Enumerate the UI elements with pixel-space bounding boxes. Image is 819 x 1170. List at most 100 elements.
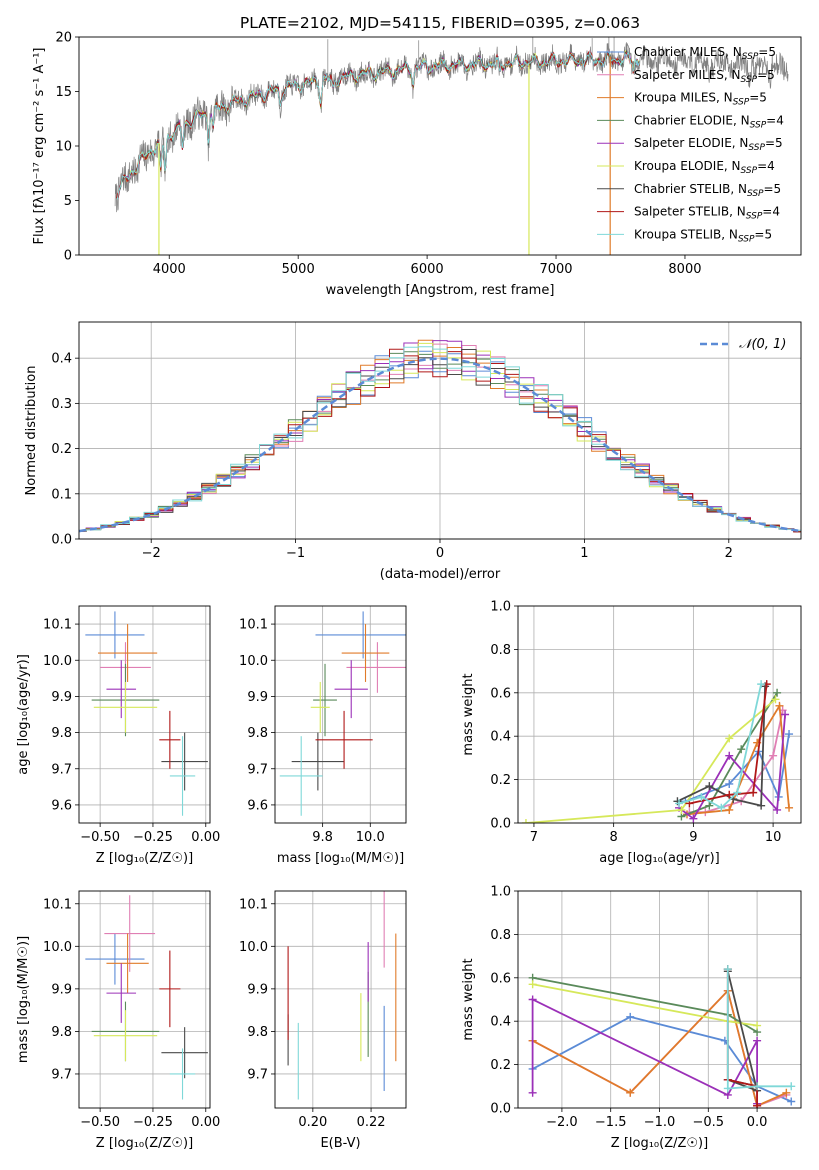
- y-tick-label: 9.7: [247, 1067, 268, 1082]
- panel-mass-vs-Z: −0.50 −0.25 0.00 9.7 9.8 9.9 10.0 10.1 Z [log₁₀(…: [16, 890, 220, 1151]
- weight-marker: [521, 819, 530, 823]
- weight-line: [525, 698, 777, 823]
- x-tick-label: 8: [610, 830, 618, 845]
- y-tick-label: 1.0: [490, 600, 511, 615]
- weight-marker: [725, 790, 734, 799]
- weight-marker: [697, 792, 706, 801]
- errorbar-point-chabrier-miles: [315, 611, 406, 659]
- y-tick-label: 0.4: [490, 1015, 511, 1030]
- weight-marker: [787, 1097, 796, 1106]
- errorbar-point-kroupa-elodie: [93, 681, 158, 733]
- x-tick-label: 1: [580, 546, 588, 561]
- residual-legend: 𝒩(0, 1): [700, 337, 786, 352]
- weight-marker: [528, 995, 537, 1004]
- x-tick-label: 9.8: [312, 830, 333, 845]
- y-tick-label: 10.1: [239, 897, 268, 912]
- y-axis-label: mass weight: [461, 958, 476, 1040]
- errorbar-point-kroupa-stelib: [169, 736, 196, 816]
- weight-marker: [725, 751, 734, 760]
- legend-label: Chabrier STELIB, NSSP=5: [634, 182, 781, 199]
- y-tick-label: 10.0: [43, 940, 72, 955]
- y-tick-label: 10.0: [43, 654, 72, 669]
- weight-marker: [725, 805, 734, 814]
- axes: −0.50 −0.25 0.00 9.6 9.7 9.8 9.9 10.0 10.1 Z [log…: [16, 605, 220, 866]
- panel-mass-vs-EBV: 0.20 0.22 9.7 9.8 9.9 10.0 10.1 E(B-V): [239, 890, 407, 1151]
- y-tick-label: 20: [55, 31, 72, 46]
- x-axis-label: E(B-V): [320, 1136, 360, 1151]
- legend-label: Kroupa STELIB, NSSP=5: [634, 227, 772, 244]
- plot-area: [287, 891, 397, 1100]
- weight-series-kroupa-elodie: [528, 980, 762, 1030]
- y-tick-label: 9.7: [247, 762, 268, 777]
- y-tick-label: 9.9: [247, 982, 268, 997]
- y-axis-label: Flux [fλ10⁻¹⁷ erg cm⁻² s⁻¹ A⁻¹]: [32, 48, 47, 245]
- panel-age-vs-mass: 9.8 10.0 9.6 9.7 9.8 9.9 10.0 10.1 mass [log₁₀(M…: [239, 605, 407, 866]
- axes: 7 8 9 10 0.0 0.2 0.4 0.6 0.8 1.0 age [log₁₀(age/yr…: [461, 600, 802, 866]
- x-tick-label: 7: [530, 830, 538, 845]
- y-tick-label: 0.1: [51, 487, 72, 502]
- x-axis-label: Z [log₁₀(Z/Z☉)]: [611, 1136, 708, 1151]
- x-tick-label: −0.50: [80, 1115, 120, 1130]
- observed-spectrum-line: [114, 42, 789, 213]
- weight-marker: [749, 788, 758, 797]
- gridlines: [79, 891, 210, 1108]
- y-tick-label: 0.0: [490, 1102, 511, 1117]
- y-tick-label: 0.2: [490, 773, 511, 788]
- legend-label: Salpeter STELIB, NSSP=4: [634, 205, 780, 222]
- plot-area: [85, 895, 208, 1100]
- legend-label: Kroupa ELODIE, NSSP=4: [634, 159, 775, 176]
- errorbar-point-kroupa-stelib: [279, 736, 323, 816]
- weight-marker: [725, 734, 734, 743]
- y-tick-label: 0.8: [490, 643, 511, 658]
- axes-frame: [517, 890, 802, 1109]
- weight-marker: [689, 814, 698, 823]
- weight-marker: [773, 805, 782, 814]
- x-axis-label: mass [log₁₀(M/M☉)]: [277, 851, 404, 866]
- weight-marker: [677, 805, 686, 814]
- y-axis-label: mass [log₁₀(M/M☉)]: [16, 936, 31, 1063]
- panel-weight-vs-age: 7 8 9 10 0.0 0.2 0.4 0.6 0.8 1.0 age [log₁₀(age/yr…: [461, 600, 802, 866]
- weight-marker: [773, 688, 782, 697]
- x-tick-label: 0: [436, 546, 444, 561]
- gridlines: [275, 891, 406, 1108]
- weight-series-chabrier-stelib: [673, 682, 770, 810]
- axes-frame: [78, 890, 211, 1109]
- errorbar-point-salpeter-miles: [104, 895, 156, 972]
- panel-age-vs-Z: −0.50 −0.25 0.00 9.6 9.7 9.8 9.9 10.0 10.1 Z [log…: [16, 605, 220, 866]
- normal-reference-curve: [79, 357, 801, 533]
- y-tick-label: 9.6: [247, 798, 268, 813]
- weight-series-kroupa-stelib: [675, 680, 766, 812]
- legend-label: Salpeter ELODIE, NSSP=5: [634, 136, 783, 153]
- legend-label: 𝒩(0, 1): [739, 337, 786, 352]
- weight-marker: [753, 1036, 762, 1045]
- y-tick-label: 0.6: [490, 971, 511, 986]
- y-tick-label: 0.8: [490, 928, 511, 943]
- weight-series-salpeter-stelib: [685, 680, 771, 808]
- axes-frame: [78, 605, 211, 824]
- axes: −0.50 −0.25 0.00 9.7 9.8 9.9 10.0 10.1 Z [log₁₀(…: [16, 890, 220, 1151]
- errorbar-point-chabrier-stelib: [161, 1027, 208, 1079]
- y-tick-label: 9.8: [247, 1025, 268, 1040]
- weight-marker: [753, 1082, 762, 1091]
- y-tick-label: 9.7: [51, 762, 72, 777]
- weight-marker: [785, 730, 794, 739]
- x-axis-label: Z [log₁₀(Z/Z☉)]: [96, 851, 193, 866]
- panel-spectrum: 4000 5000 6000 7000 8000 0 5 10 15 20 wavelength […: [32, 31, 802, 298]
- y-tick-label: 9.7: [51, 1067, 72, 1082]
- weight-series-kroupa-elodie: [521, 695, 780, 823]
- plot-area: [79, 339, 801, 533]
- panel-weight-vs-Z: −2.0 −1.5 −1.0 −0.5 0.0 0.0 0.2 0.4 0.6 0.8 1.0 Z […: [461, 885, 802, 1151]
- axes-frame: [517, 605, 802, 824]
- weight-marker: [723, 1084, 732, 1093]
- weight-line: [726, 971, 759, 1093]
- errorbar-point-kroupa-miles: [98, 624, 158, 682]
- errorbar-point-salpeter-stelib: [159, 950, 181, 1028]
- x-tick-label: 4000: [153, 262, 186, 277]
- errorbar-point-kroupa-miles: [106, 933, 149, 994]
- x-tick-label: 0.00: [191, 830, 220, 845]
- errorbar-point-chabrier-miles: [85, 933, 145, 985]
- x-axis-label: (data-model)/error: [380, 567, 501, 582]
- x-tick-label: 8000: [668, 262, 701, 277]
- weight-marker: [753, 1021, 762, 1030]
- weight-marker: [705, 782, 714, 791]
